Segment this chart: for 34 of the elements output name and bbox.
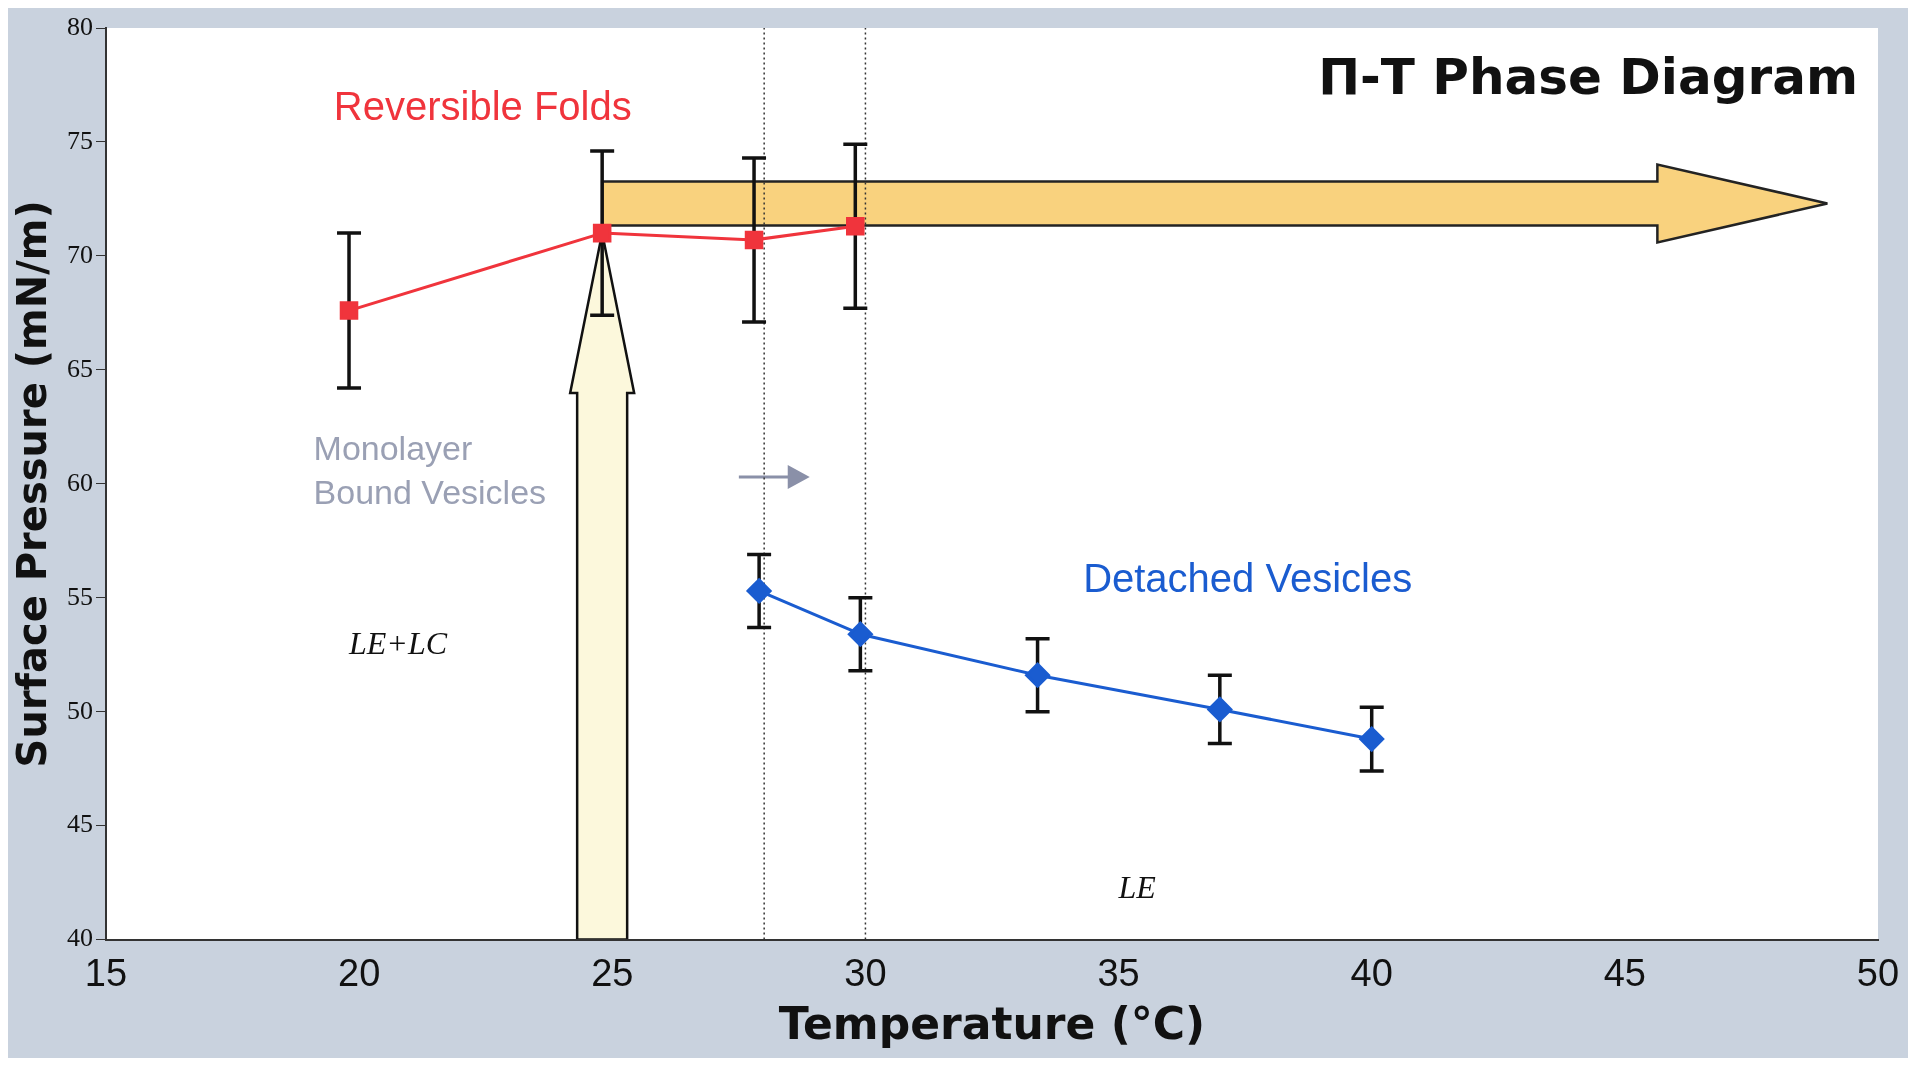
x-tick-label: 50	[1856, 951, 1900, 994]
point	[1025, 662, 1051, 688]
y-tick-label: 75	[67, 125, 93, 155]
point	[1359, 726, 1385, 752]
y-tick-label: 80	[67, 11, 93, 41]
x-tick-label: 25	[591, 951, 634, 994]
y-tick-label: 50	[67, 695, 93, 725]
y-tick-label: 55	[67, 581, 93, 611]
text: Reversible Folds	[333, 83, 632, 129]
y-axis-title: Surface Pressure (mN/m)	[9, 200, 56, 768]
annotation: LE	[1118, 867, 1156, 907]
x-tick-label: 45	[1603, 951, 1646, 994]
y-tick-label: 60	[67, 467, 93, 497]
point	[846, 217, 865, 236]
point	[1207, 696, 1233, 722]
chart-title: Π-T Phase Diagram	[1318, 48, 1858, 106]
x-tick-label: 20	[338, 951, 381, 994]
point	[746, 578, 772, 604]
annotation: Monolayer Bound Vesicles	[313, 427, 548, 513]
x-tick-label: 15	[84, 951, 128, 994]
point	[339, 301, 359, 320]
series-label: Detached Vesicles	[1083, 555, 1413, 601]
point	[592, 223, 612, 243]
point	[847, 621, 873, 647]
y-tick-label: 70	[67, 239, 93, 269]
point	[744, 230, 764, 250]
y-tick-label: 40	[67, 923, 93, 953]
x-tick-label: 35	[1097, 951, 1140, 994]
y-tick-label: 45	[67, 809, 93, 839]
annotation: LE+LC	[349, 623, 448, 663]
x-tick-label: 40	[1350, 951, 1393, 994]
x-tick-label: 30	[844, 951, 887, 994]
y-tick-label: 65	[67, 353, 93, 383]
x-axis-title: Temperature (°C)	[778, 998, 1206, 1050]
